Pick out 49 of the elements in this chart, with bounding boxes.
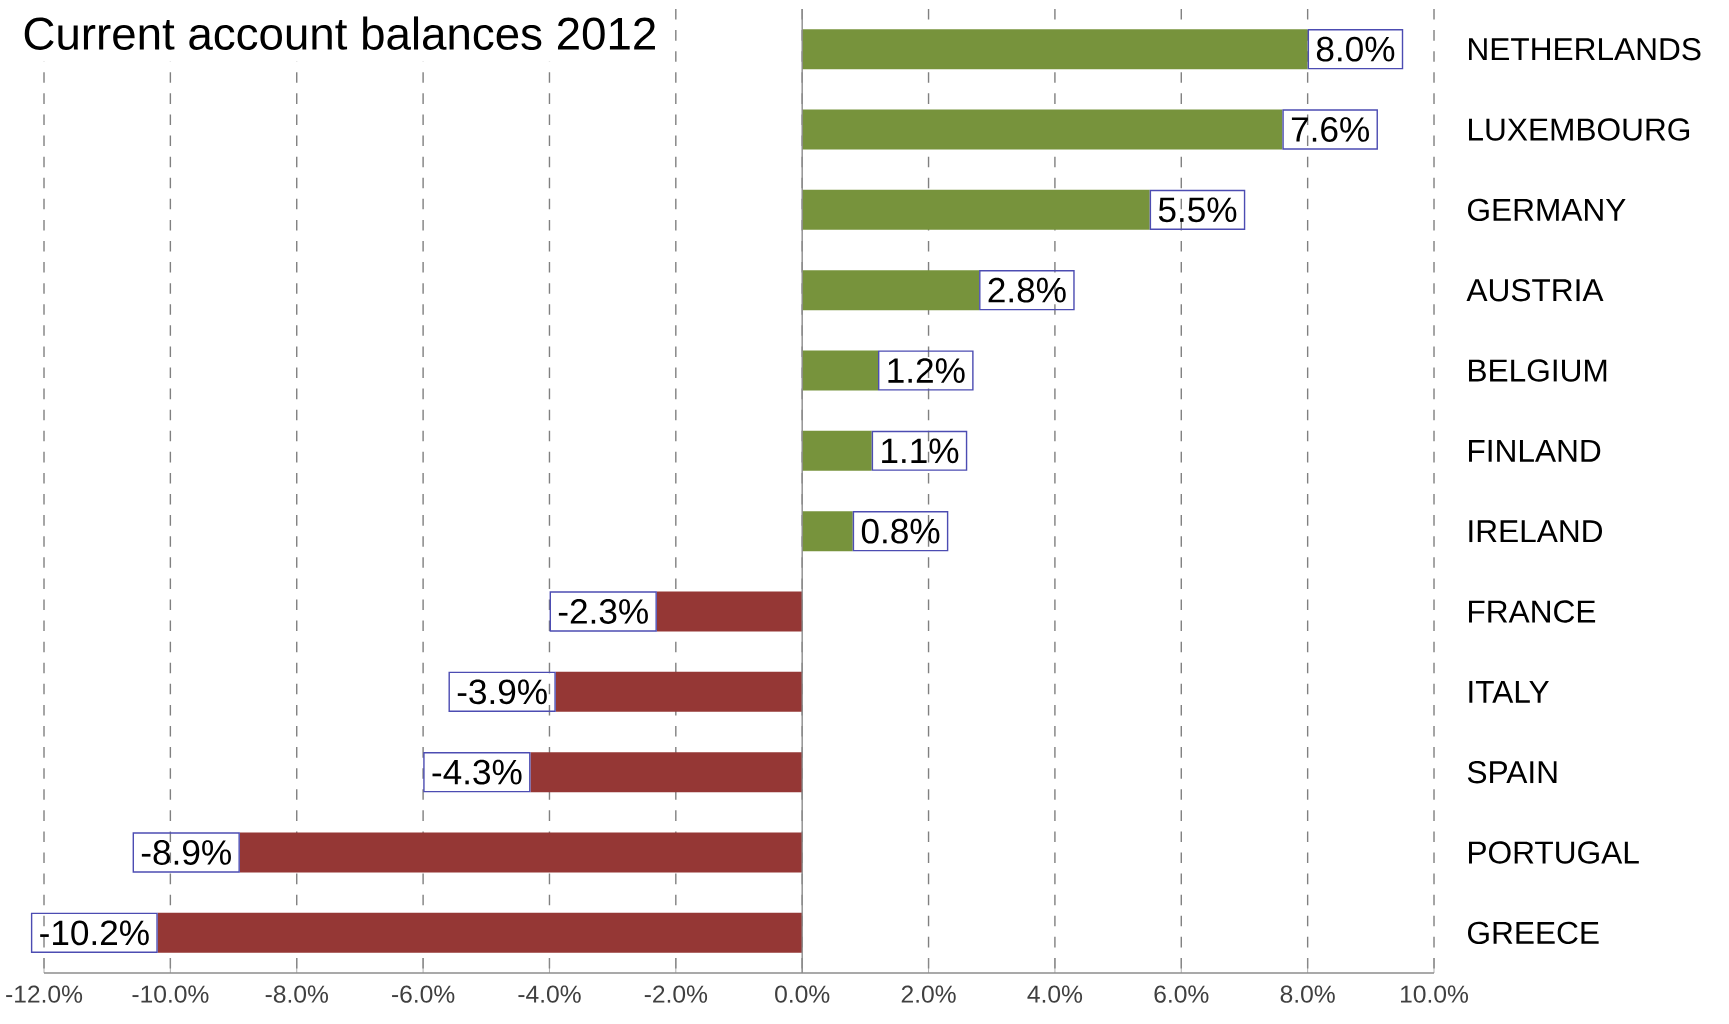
y-tick-label: IRELAND — [1469, 520, 1603, 543]
data-label: -3.9% — [457, 679, 547, 705]
bar — [530, 752, 803, 793]
bar — [157, 912, 803, 953]
chart-title: Current account balances 2012 — [24, 16, 655, 50]
x-tick-label: 6.0% — [1154, 985, 1209, 1003]
y-tick-label: AUSTRIA — [1466, 278, 1604, 302]
y-tick-label: ITALY — [1469, 680, 1549, 703]
data-label: 2.8% — [988, 277, 1066, 303]
data-label: 1.1% — [882, 438, 959, 464]
bar — [802, 109, 1283, 150]
data-label: 1.2% — [888, 358, 965, 383]
y-tick-label: FRANCE — [1469, 600, 1596, 623]
bar — [555, 671, 803, 712]
x-tick-label: 8.0% — [1280, 985, 1335, 1003]
y-tick-label: PORTUGAL — [1469, 841, 1639, 864]
data-label: -8.9% — [141, 840, 231, 865]
y-tick-label: GERMANY — [1468, 198, 1626, 222]
x-tick-label: -12.0% — [6, 985, 83, 1003]
bar — [802, 189, 1150, 230]
x-tick-label: -10.0% — [132, 985, 209, 1003]
bar — [239, 832, 803, 873]
bar — [802, 511, 853, 552]
bar — [802, 350, 878, 391]
y-tick-label: GREECE — [1468, 921, 1599, 945]
y-tick-label: NETHERLANDS — [1469, 37, 1701, 61]
data-label: -10.2% — [40, 920, 149, 946]
x-tick-label: -2.0% — [644, 985, 708, 1003]
y-tick-label: BELGIUM — [1469, 359, 1607, 382]
x-tick-label: -4.0% — [518, 985, 581, 1003]
bar — [802, 270, 980, 311]
y-tick-label: LUXEMBOURG — [1469, 118, 1690, 141]
data-label: 0.8% — [861, 518, 940, 544]
x-tick-label: -8.0% — [265, 985, 328, 1003]
x-tick-label: 10.0% — [1401, 985, 1468, 1003]
data-label: 7.6% — [1291, 117, 1369, 142]
bar — [656, 591, 803, 632]
x-tick-label: 0.0% — [775, 985, 830, 1003]
data-label: -2.3% — [558, 599, 648, 624]
y-tick-label: FINLAND — [1469, 439, 1601, 462]
bar — [802, 430, 872, 471]
y-tick-label: SPAIN — [1467, 760, 1557, 784]
x-tick-label: -6.0% — [392, 985, 455, 1003]
data-label: 5.5% — [1158, 197, 1237, 223]
x-tick-label: 4.0% — [1027, 985, 1083, 1003]
data-label: -4.3% — [432, 759, 522, 785]
data-label: 8.0% — [1316, 36, 1395, 62]
bar — [802, 29, 1308, 70]
x-tick-label: 2.0% — [901, 985, 956, 1003]
